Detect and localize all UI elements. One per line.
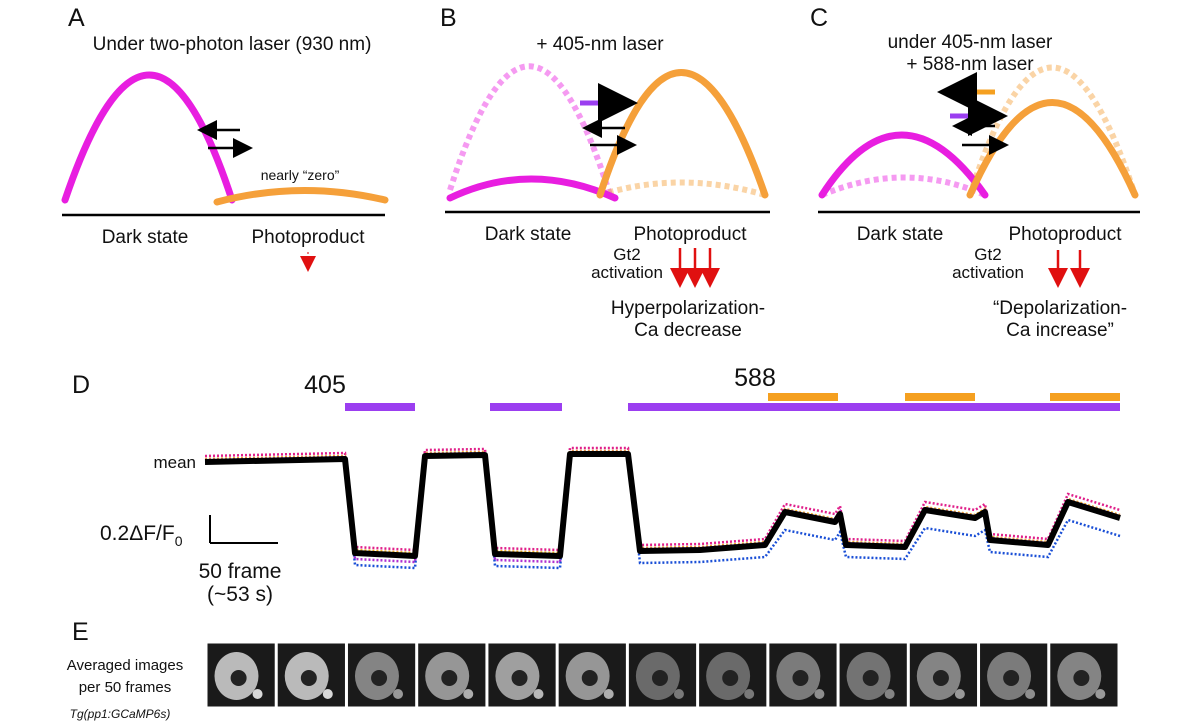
stim-bar — [1050, 393, 1120, 401]
state-label: Dark state — [857, 224, 944, 245]
cell-trace — [204, 446, 1121, 552]
cell-hole — [862, 670, 879, 686]
dark-curve-before — [447, 63, 613, 196]
dark-curve — [61, 71, 236, 204]
panel-b: B + 405-nm laser Dark state Photoproduct… — [440, 4, 770, 341]
panel-title: Under two-photon laser (930 nm) — [93, 34, 372, 55]
state-label: Photoproduct — [251, 227, 365, 248]
cell-bright — [393, 689, 404, 699]
cell-hole — [651, 670, 668, 686]
cell-hole — [1003, 670, 1020, 686]
cell-hole — [792, 670, 809, 686]
panel-title: + 405-nm laser — [536, 34, 664, 55]
mean-trace — [204, 451, 1121, 559]
cell-bright — [1025, 689, 1036, 699]
panel-letter: E — [72, 618, 89, 646]
cell-hole — [1073, 670, 1090, 686]
cell-bright — [603, 689, 614, 699]
panel-title: under 405-nm laser — [888, 32, 1053, 53]
stim-bar — [768, 393, 838, 401]
panel-letter: C — [810, 4, 828, 32]
effect: Ca increase” — [1006, 320, 1114, 341]
panel-e: E Averaged images per 50 frames Tg(pp1:G… — [67, 618, 1119, 721]
cell-hole — [511, 670, 528, 686]
405-bars — [345, 403, 1120, 411]
scale-y-sub: 0 — [175, 533, 183, 549]
cell-hole — [300, 670, 317, 686]
stim-bar — [490, 403, 562, 411]
panel-d: D 405 588 mean 0.2ΔF/F0 50 frame (~53 s) — [72, 364, 1121, 606]
effect: Hyperpolarization- — [611, 298, 765, 319]
cell-bright — [252, 689, 263, 699]
label: Gt2 — [613, 245, 640, 264]
state-label: Dark state — [485, 224, 572, 245]
dark-curve-before — [820, 174, 987, 198]
photo-curve — [213, 187, 389, 206]
effect: Ca decrease — [634, 320, 742, 341]
cell-bright — [463, 689, 474, 699]
cell-trace — [204, 449, 1121, 555]
dark-curve — [818, 131, 989, 199]
state-label: Photoproduct — [633, 224, 747, 245]
cell-hole — [371, 670, 388, 686]
panel-letter: A — [68, 4, 85, 32]
label: activation — [952, 263, 1024, 282]
cell-bright — [533, 689, 544, 699]
panel-letter: D — [72, 371, 90, 399]
photo-curve-before — [599, 179, 766, 198]
panel-title: + 588-nm laser — [906, 54, 1034, 75]
cell-hole — [581, 670, 598, 686]
panel-c: C under 405-nm laser + 588-nm laser Dark… — [810, 4, 1140, 341]
laser-label: 405 — [304, 371, 346, 399]
label: activation — [591, 263, 663, 282]
cell-bright — [744, 689, 755, 699]
photo-curve — [596, 69, 769, 199]
stim-bar — [628, 403, 1120, 411]
note: nearly “zero” — [261, 167, 340, 183]
588-bars — [768, 393, 1120, 401]
label: per 50 frames — [79, 679, 172, 696]
cell-hole — [932, 670, 949, 686]
cell-hole — [722, 670, 739, 686]
cell-bright — [814, 689, 825, 699]
mean-label: mean — [153, 453, 196, 472]
cell-bright — [954, 689, 965, 699]
cell-trace — [204, 452, 1121, 570]
cell-bright — [884, 689, 895, 699]
cell-bright — [1095, 689, 1106, 699]
laser-label: 588 — [734, 364, 776, 392]
stim-bar — [905, 393, 975, 401]
state-label: Dark state — [102, 227, 189, 248]
state-label: Photoproduct — [1008, 224, 1122, 245]
dark-curve — [446, 175, 619, 202]
scale-label: 0.2ΔF/F0 — [100, 522, 183, 549]
scale-label: 50 frame — [199, 560, 282, 583]
stim-bar — [345, 403, 415, 411]
panel-letter: B — [440, 4, 457, 32]
photo-curve-before — [967, 64, 1138, 196]
cell-bright — [322, 689, 333, 699]
panel-a: A Under two-photon laser (930 nm) nearly… — [61, 4, 389, 272]
cell-bright — [673, 689, 684, 699]
scale-y-label: 0.2ΔF/F — [100, 522, 175, 545]
cell-hole — [230, 670, 247, 686]
label: Averaged images — [67, 657, 183, 674]
scale-label: (~53 s) — [207, 583, 273, 606]
cell-hole — [441, 670, 458, 686]
label: Gt2 — [974, 245, 1001, 264]
effect: “Depolarization- — [993, 298, 1127, 319]
genotype: Tg(pp1:GCaMP6s) — [70, 707, 171, 721]
